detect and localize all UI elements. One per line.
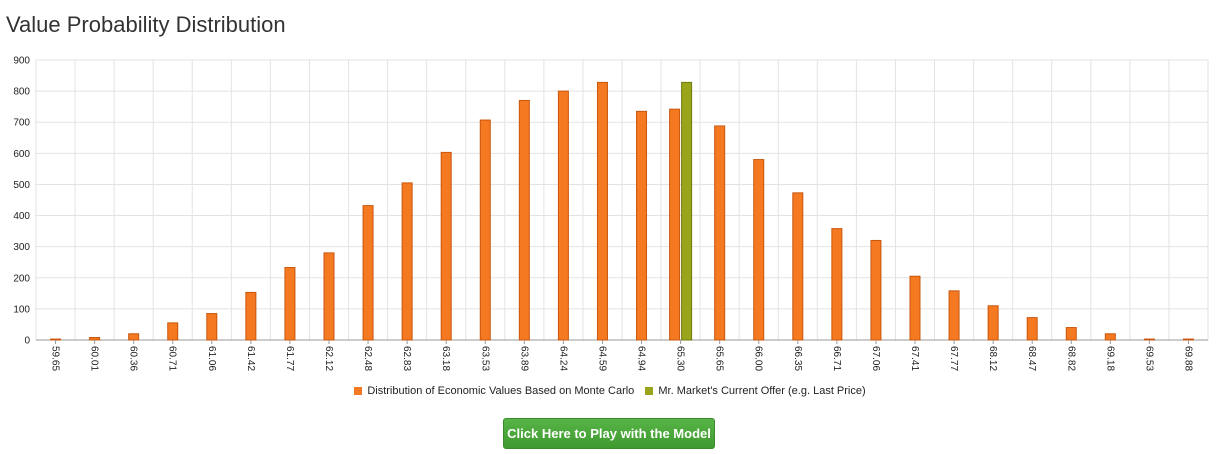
bar-monte-carlo (1143, 338, 1155, 341)
x-tick-label: 67.06 (870, 346, 881, 371)
x-tick-label: 64.24 (557, 346, 568, 371)
y-tick-label: 800 (13, 87, 30, 98)
bar-monte-carlo (206, 313, 218, 341)
bar-monte-carlo (636, 110, 648, 341)
bar-monte-carlo (831, 228, 843, 341)
bar-market-offer (681, 81, 693, 341)
x-tick-label: 63.53 (479, 346, 490, 371)
chart-legend: Distribution of Economic Values Based on… (0, 385, 1220, 398)
bar-monte-carlo (948, 290, 960, 341)
legend-item-market-offer[interactable]: Mr. Market's Current Offer (e.g. Last Pr… (645, 385, 866, 397)
x-tick-label: 62.12 (323, 346, 334, 371)
x-tick-label: 68.47 (1026, 346, 1037, 371)
x-tick-label: 63.89 (518, 346, 529, 371)
bar-monte-carlo (323, 252, 335, 341)
bar-monte-carlo (284, 267, 296, 341)
bar-monte-carlo (557, 90, 569, 341)
y-tick-label: 300 (13, 242, 30, 253)
bar-monte-carlo (89, 337, 101, 341)
legend-swatch-monte-carlo (354, 387, 363, 395)
bar-monte-carlo (987, 305, 999, 341)
x-tick-label: 60.71 (167, 346, 178, 371)
y-tick-label: 200 (13, 273, 30, 284)
x-tick-label: 67.77 (948, 346, 959, 371)
x-tick-label: 66.00 (753, 346, 764, 371)
bar-monte-carlo (596, 81, 608, 341)
bar-monte-carlo (870, 239, 882, 341)
bar-monte-carlo (128, 333, 140, 341)
y-tick-label: 400 (13, 211, 30, 222)
x-tick-label: 69.53 (1143, 346, 1154, 371)
x-tick-label: 62.48 (362, 346, 373, 371)
bar-monte-carlo (1104, 333, 1116, 341)
bar-monte-carlo (245, 291, 257, 341)
x-tick-label: 66.35 (792, 346, 803, 371)
x-tick-label: 63.18 (440, 346, 451, 371)
y-tick-label: 0 (24, 336, 30, 347)
x-tick-label: 64.59 (596, 346, 607, 371)
legend-label-market-offer: Mr. Market's Current Offer (e.g. Last Pr… (658, 385, 866, 397)
bar-monte-carlo (479, 119, 491, 341)
x-tick-label: 65.65 (714, 346, 725, 371)
play-model-button[interactable]: Click Here to Play with the Model (503, 418, 715, 449)
bar-monte-carlo (714, 125, 726, 341)
x-tick-label: 60.36 (128, 346, 139, 371)
x-tick-label: 61.06 (206, 346, 217, 371)
x-tick-label: 62.83 (401, 346, 412, 371)
bar-monte-carlo (167, 322, 179, 341)
x-tick-label: 61.77 (284, 346, 295, 371)
bar-monte-carlo (909, 275, 921, 341)
legend-label-monte-carlo: Distribution of Economic Values Based on… (367, 385, 635, 397)
x-tick-label: 60.01 (89, 346, 100, 371)
x-tick-label: 68.82 (1065, 346, 1076, 371)
bar-monte-carlo (50, 338, 62, 341)
x-tick-label: 66.71 (831, 346, 842, 371)
x-tick-label: 64.94 (636, 346, 647, 371)
legend-swatch-market-offer (645, 387, 654, 395)
x-tick-label: 69.18 (1104, 346, 1115, 371)
x-tick-label: 67.41 (909, 346, 920, 371)
bar-monte-carlo (1182, 338, 1194, 341)
y-tick-label: 700 (13, 118, 30, 129)
y-tick-label: 600 (13, 149, 30, 160)
y-tick-label: 100 (13, 304, 30, 315)
bar-monte-carlo (1026, 317, 1038, 341)
chart-title: Value Probability Distribution (6, 12, 286, 37)
x-tick-label: 61.42 (245, 346, 256, 371)
value-distribution-chart: 0 100 200 300 400 500 600 700 800 900 59.65 60.01 60… (13, 56, 1209, 371)
x-tick-label: 68.12 (987, 346, 998, 371)
bar-monte-carlo (518, 99, 530, 341)
bar-monte-carlo (753, 159, 765, 341)
legend-item-monte-carlo[interactable]: Distribution of Economic Values Based on… (354, 385, 634, 397)
bar-monte-carlo (362, 205, 374, 341)
bar-monte-carlo (440, 151, 452, 341)
bar-monte-carlo (1065, 327, 1077, 341)
bar-monte-carlo (669, 108, 681, 341)
y-tick-label: 900 (13, 56, 30, 67)
bar-monte-carlo (792, 192, 804, 341)
x-tick-label: 69.88 (1182, 346, 1193, 371)
x-tick-label: 59.65 (50, 346, 61, 371)
bar-monte-carlo (401, 182, 413, 341)
y-tick-label: 500 (13, 180, 30, 191)
x-tick-label: 65.30 (675, 346, 686, 371)
